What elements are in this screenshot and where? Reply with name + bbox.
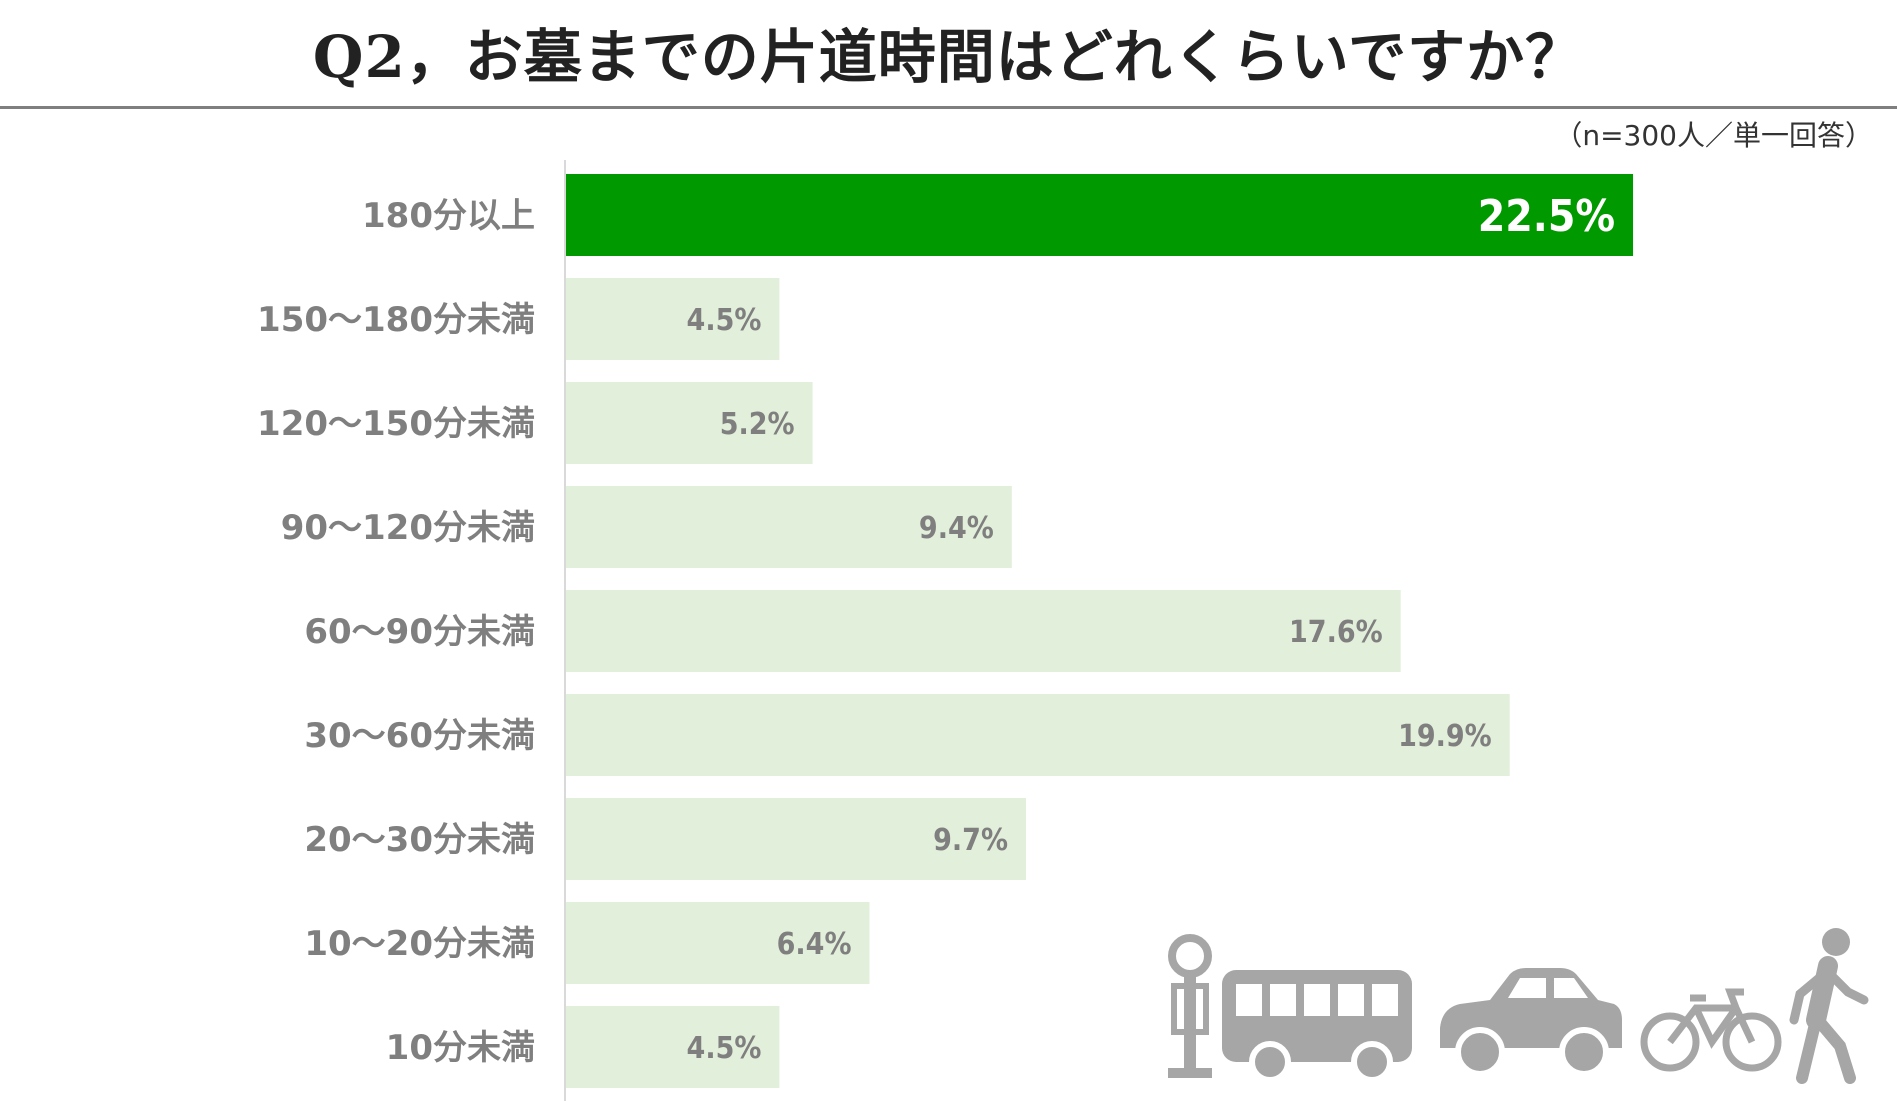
value-label: 22.5% — [1478, 191, 1615, 242]
bar — [566, 382, 813, 464]
category-label: 180分以上 — [362, 196, 535, 236]
chart-title: Q2，お墓までの片道時間はどれくらいですか？ — [312, 23, 1585, 91]
bicycle-icon — [1640, 988, 1782, 1072]
bar — [566, 694, 1510, 776]
category-label: 10～20分未満 — [304, 924, 535, 964]
category-label: 30～60分未満 — [304, 716, 535, 756]
bus-icon — [1222, 970, 1412, 1083]
sample-note: （n=300人／単一回答） — [1554, 119, 1873, 152]
value-label: 5.2% — [720, 407, 795, 442]
category-label: 20～30分未満 — [304, 820, 535, 860]
bar — [566, 486, 1012, 568]
category-label: 60～90分未満 — [304, 612, 535, 652]
bar — [566, 1006, 780, 1088]
category-label: 150～180分未満 — [257, 300, 535, 340]
walking-person-icon — [1789, 928, 1869, 1084]
category-label: 120～150分未満 — [257, 404, 535, 444]
value-label: 4.5% — [687, 1031, 762, 1066]
value-label: 9.7% — [933, 823, 1008, 858]
bar — [566, 798, 1027, 880]
value-label: 9.4% — [919, 511, 994, 546]
car-icon — [1440, 968, 1622, 1077]
bar — [566, 590, 1401, 672]
category-label: 10分未満 — [386, 1028, 535, 1068]
transport-icons — [1168, 928, 1869, 1084]
value-label: 4.5% — [687, 303, 762, 338]
title-divider — [0, 106, 1897, 109]
bar — [566, 278, 780, 360]
bus-stop-icon — [1168, 934, 1212, 1078]
value-label: 19.9% — [1398, 719, 1492, 754]
value-label: 17.6% — [1289, 615, 1383, 650]
value-label: 6.4% — [777, 927, 852, 962]
bar — [566, 902, 870, 984]
category-label: 90～120分未満 — [281, 508, 535, 548]
bar — [566, 174, 1634, 256]
